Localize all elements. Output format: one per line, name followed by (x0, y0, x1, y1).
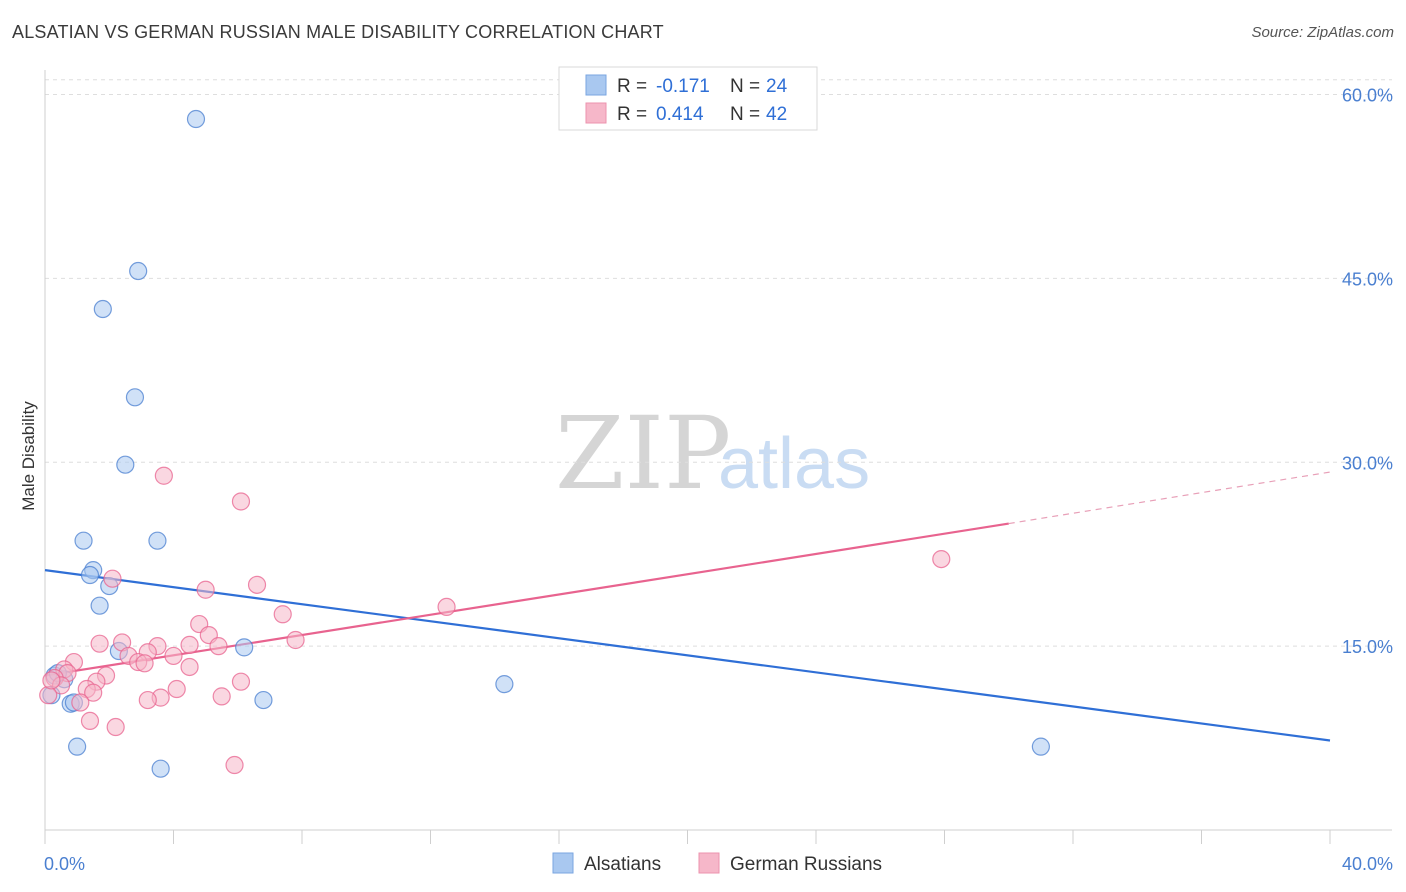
point-german-russians-3 (247, 575, 267, 594)
point-german-russians-5 (437, 597, 456, 617)
y-axis-label: Male Disability (19, 401, 38, 511)
legend-n-value-2: 42 (766, 104, 787, 125)
trend-line-german-russians (44, 522, 1009, 677)
point-german-russians-26 (231, 672, 251, 691)
x-tick-label-min: 0.0% (44, 854, 85, 874)
x-tick-label-max: 40.0% (1342, 854, 1393, 874)
point-alsatians-4 (116, 455, 135, 474)
chart-title: ALSATIAN VS GERMAN RUSSIAN MALE DISABILI… (12, 22, 664, 42)
legend-swatch-german-russians (585, 102, 607, 124)
point-alsatians-1 (129, 261, 148, 281)
legend-n-label-2: N = (730, 104, 760, 125)
point-alsatians-18 (254, 690, 273, 710)
point-alsatians-22 (1031, 737, 1050, 756)
legend-r-label-2: R = (617, 104, 647, 125)
watermark-zip: ZIP (555, 395, 731, 512)
point-german-russians-37 (106, 717, 125, 737)
legend-r-value-2: 0.414 (656, 104, 704, 125)
y-tick-label-30: 30.0% (1342, 453, 1393, 473)
point-german-russians-0 (154, 466, 173, 485)
point-german-russians-39 (932, 549, 951, 569)
point-german-russians-41 (42, 671, 61, 690)
y-tick-label-45: 45.0% (1342, 269, 1393, 289)
data-points (39, 109, 1050, 778)
y-tick-label-60: 60.0% (1342, 86, 1393, 106)
point-alsatians-3 (125, 388, 145, 407)
point-german-russians-1 (231, 492, 251, 511)
point-german-russians-21 (180, 657, 199, 677)
point-german-russians-19 (135, 654, 154, 673)
trend-line-german-russians-extension (1008, 471, 1331, 525)
legend-n-label-1: N = (730, 76, 760, 97)
bottom-legend-swatch-german-russians (698, 852, 720, 874)
point-german-russians-30 (84, 683, 103, 702)
point-german-russians-36 (80, 711, 100, 731)
bottom-legend-german-russians: German Russians (730, 854, 882, 875)
bottom-legend-alsatians: Alsatians (584, 854, 661, 875)
point-alsatians-5 (74, 531, 93, 550)
point-german-russians-14 (209, 637, 228, 656)
source-credit: Source: ZipAtlas.com (1251, 24, 1394, 41)
bottom-legend-swatch-alsatians (552, 852, 574, 874)
point-alsatians-8 (80, 565, 100, 585)
point-german-russians-11 (90, 634, 109, 653)
point-german-russians-40 (39, 686, 58, 705)
series-legend: Alsatians German Russians (552, 852, 882, 875)
point-german-russians-33 (138, 690, 157, 710)
legend-r-value-1: -0.171 (656, 76, 710, 97)
stats-legend: R = -0.171 N = 24 R = 0.414 N = 42 (558, 66, 818, 131)
point-german-russians-13 (180, 635, 199, 655)
point-alsatians-6 (148, 531, 167, 550)
point-german-russians-34 (71, 693, 90, 712)
point-alsatians-0 (186, 109, 206, 129)
point-alsatians-12 (235, 638, 254, 657)
y-tick-label-15: 15.0% (1342, 637, 1393, 657)
axes: 15.0% 30.0% 45.0% 60.0% 0.0% 40.0% (44, 70, 1393, 874)
legend-swatch-alsatians (585, 74, 607, 96)
trend-line-alsatians (44, 569, 1331, 742)
point-german-russians-4 (196, 580, 215, 599)
point-german-russians-32 (212, 687, 231, 706)
trend-lines (44, 471, 1331, 742)
point-alsatians-2 (93, 299, 112, 319)
point-alsatians-19 (495, 675, 514, 694)
point-german-russians-9 (286, 630, 305, 650)
point-german-russians-29 (167, 679, 186, 699)
point-alsatians-20 (68, 737, 87, 756)
gridlines (45, 79, 1392, 647)
legend-n-value-1: 24 (766, 76, 788, 97)
watermark-atlas: atlas (718, 424, 870, 504)
point-alsatians-10 (90, 596, 109, 615)
point-german-russians-38 (225, 755, 244, 775)
legend-r-label-1: R = (617, 76, 647, 97)
point-german-russians-2 (103, 569, 122, 588)
point-alsatians-21 (151, 759, 170, 778)
point-german-russians-17 (164, 646, 183, 666)
point-german-russians-6 (273, 605, 292, 624)
